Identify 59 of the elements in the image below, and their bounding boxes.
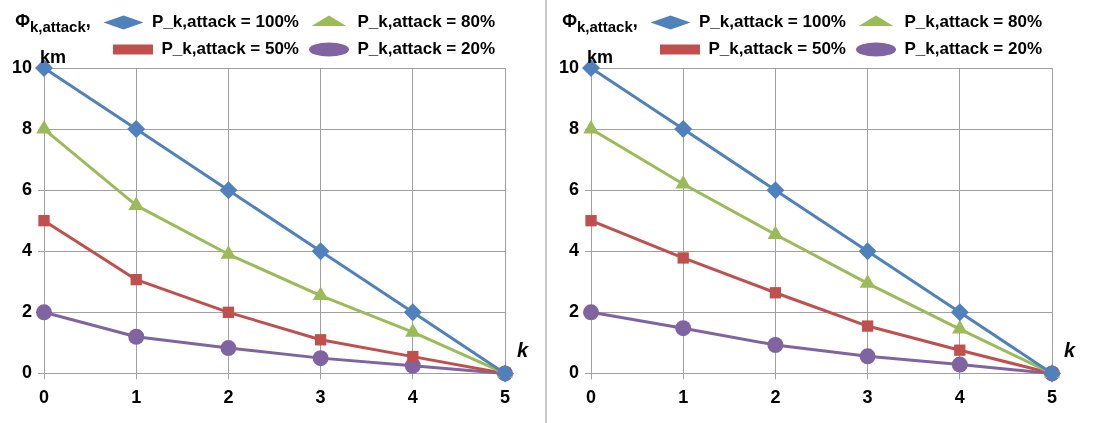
point [314,334,327,346]
point [950,303,969,322]
x-tick-label: 1 [131,387,142,408]
x-tick-label: 0 [39,387,50,408]
y-tick-label: 6 [22,179,33,200]
point [674,120,693,139]
point [38,215,50,227]
x-axis-title: k [517,339,529,363]
point [769,287,782,299]
x-tick-label: 2 [770,387,781,408]
y-tick-label: 4 [569,240,580,261]
point [766,181,785,200]
legend-label: P_k,attack = 20% [357,39,495,59]
x-tick-label: 3 [315,387,326,408]
point [767,337,784,353]
legend-label: P_k,attack = 100% [152,12,299,32]
point [677,252,689,264]
legend-label: P_k,attack = 50% [708,39,846,59]
point [222,306,235,318]
point [675,320,692,337]
point [128,328,145,345]
y-tick-label: 6 [569,179,580,200]
x-tick-label: 1 [678,387,689,408]
x-tick-label: 5 [499,387,511,408]
x-axis-title: k [1064,339,1076,363]
y-tick-label: 8 [22,118,33,139]
legend-label: P_k,attack = 100% [699,12,846,32]
point [312,350,329,367]
x-tick-label: 2 [223,387,234,408]
y-tick-label: 4 [22,240,33,261]
y-tick-label: 0 [569,362,580,383]
y-tick-label: 8 [569,118,580,139]
x-tick-label: 4 [407,387,418,408]
legend-label: P_k,attack = 80% [357,12,495,32]
point [858,242,877,261]
point [951,356,968,373]
point [861,320,874,332]
x-tick-label: 0 [586,387,597,408]
legend-label: P_k,attack = 50% [161,39,299,59]
point [407,350,419,363]
point [585,215,597,227]
point [403,303,422,322]
y-tick-label: 2 [22,301,33,322]
x-tick-label: 3 [862,387,873,408]
point [954,344,966,356]
y-tick-label: 2 [569,301,580,322]
point [36,304,53,321]
legend-label: P_k,attack = 80% [904,12,1042,32]
point [219,181,238,200]
point [311,242,330,261]
point [859,348,876,365]
point [127,120,146,139]
legend-label: P_k,attack = 20% [904,39,1042,59]
point [583,304,600,321]
x-tick-label: 5 [1046,387,1058,408]
point [130,273,142,286]
point [220,340,237,357]
x-tick-label: 4 [954,387,965,408]
y-tick-label: 0 [22,362,33,383]
